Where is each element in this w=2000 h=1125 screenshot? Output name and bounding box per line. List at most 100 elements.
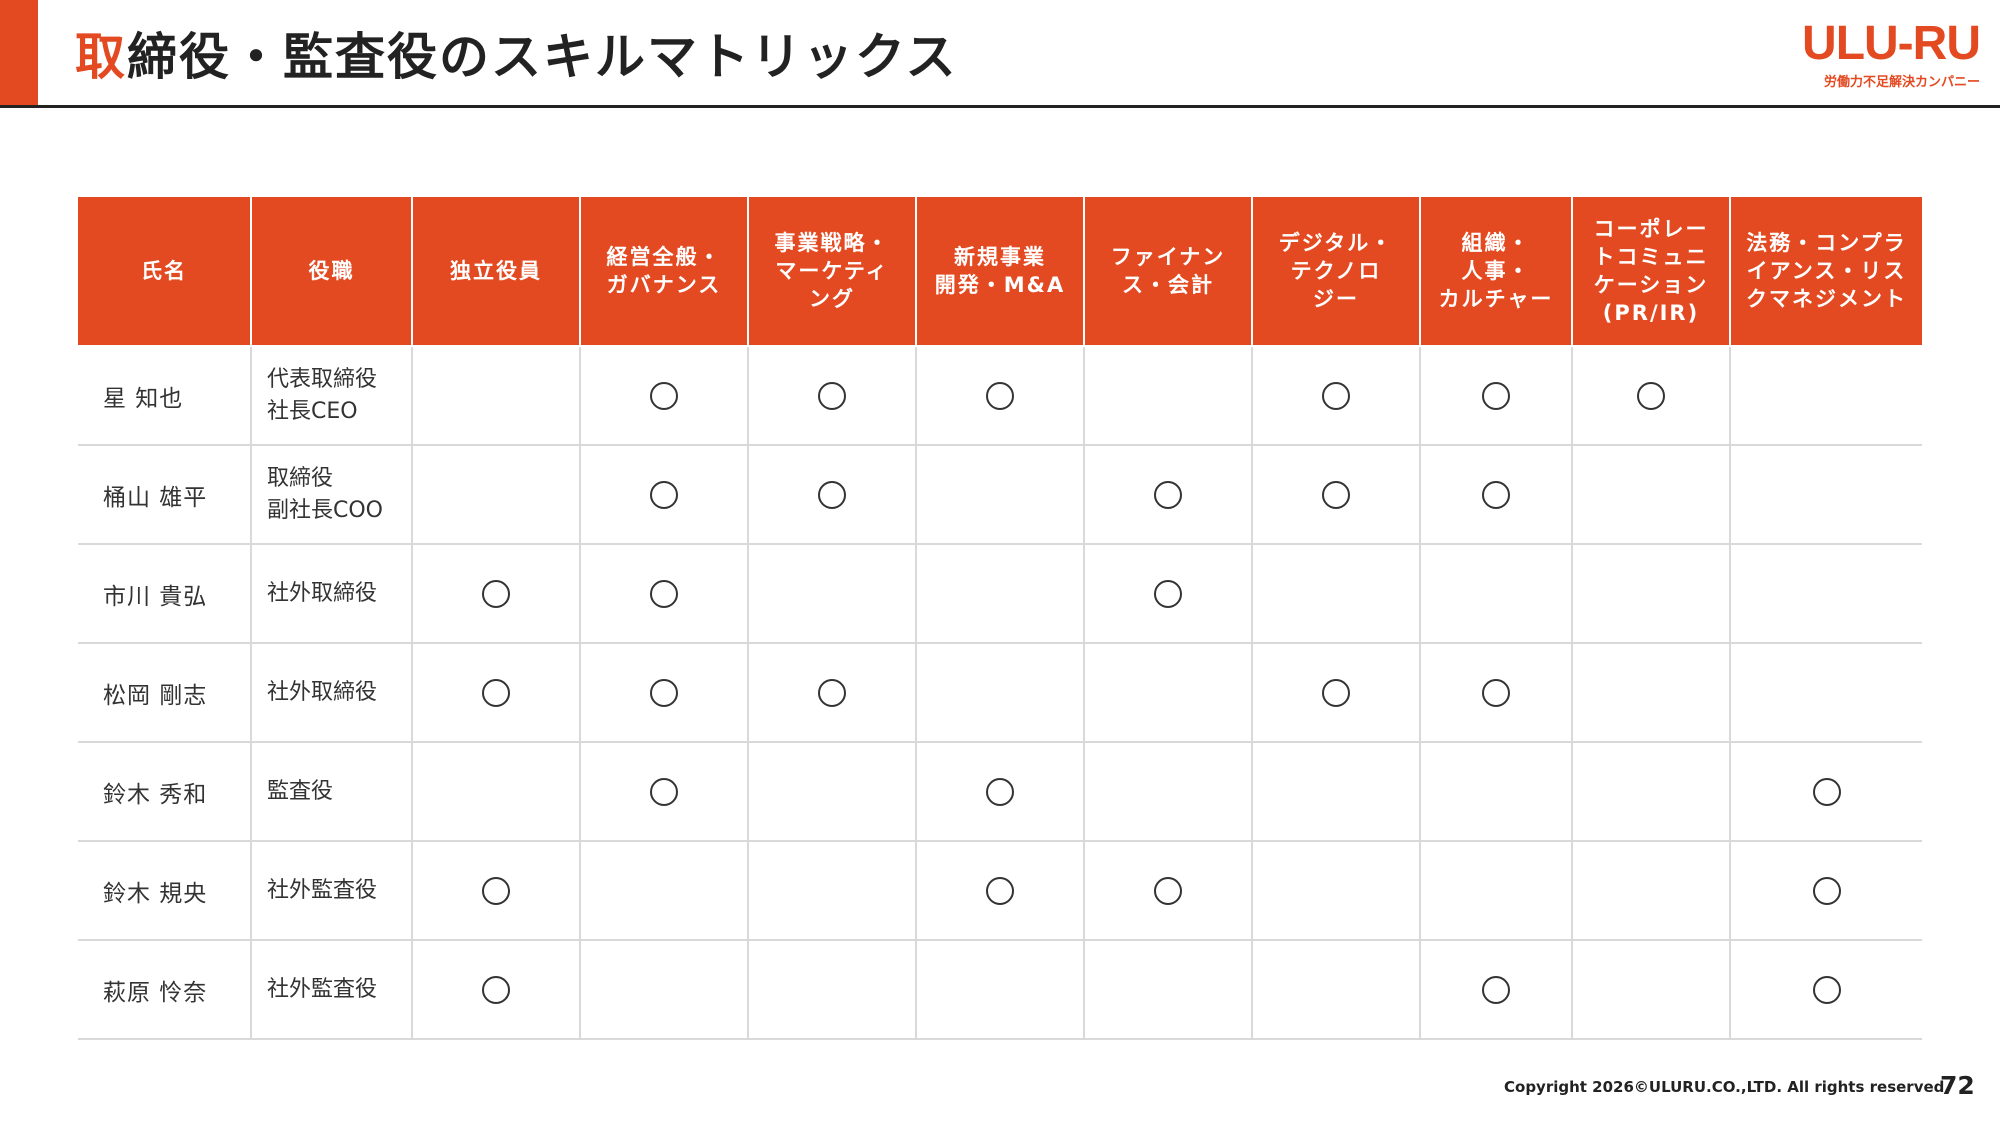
circle-mark-icon bbox=[482, 579, 510, 608]
member-name: 鈴木 秀和 bbox=[78, 742, 251, 842]
skill-cell bbox=[1251, 643, 1420, 743]
member-name: 桶山 雄平 bbox=[78, 445, 251, 545]
skill-cell bbox=[1083, 742, 1252, 842]
skill-cell bbox=[1729, 742, 1922, 842]
skill-cell bbox=[1083, 940, 1252, 1040]
member-name: 市川 貴弘 bbox=[78, 544, 251, 644]
member-name: 鈴木 規央 bbox=[78, 841, 251, 941]
circle-mark-icon bbox=[986, 777, 1014, 806]
skill-cell bbox=[579, 643, 748, 743]
skill-cell bbox=[915, 742, 1084, 842]
skill-cell bbox=[579, 544, 748, 644]
circle-mark-icon bbox=[650, 480, 678, 509]
table-row: 松岡 剛志 社外取締役 bbox=[78, 643, 1922, 743]
skill-cell bbox=[1729, 445, 1922, 545]
skill-cell bbox=[1083, 643, 1252, 743]
skill-cell bbox=[1729, 346, 1922, 446]
member-role: 社外取締役 bbox=[250, 544, 412, 644]
table-row: 萩原 怜奈 社外監査役 bbox=[78, 940, 1922, 1040]
column-header: 組織・ 人事・ カルチャー bbox=[1419, 197, 1573, 347]
skill-cell bbox=[411, 445, 580, 545]
circle-mark-icon bbox=[818, 678, 846, 707]
skill-cell bbox=[1251, 445, 1420, 545]
circle-mark-icon bbox=[482, 876, 510, 905]
skill-cell bbox=[1251, 742, 1420, 842]
page-title: 取締役・監査役のスキルマトリックス bbox=[75, 24, 958, 90]
skill-cell bbox=[747, 742, 916, 842]
member-role: 取締役 副社長COO bbox=[250, 445, 412, 545]
skill-cell bbox=[1251, 544, 1420, 644]
table-header-row: 氏名 役職 独立役員 経営全般・ ガバナンス 事業戦略・ マーケティ ング 新規事業 開発・M&A… bbox=[78, 197, 1922, 347]
circle-mark-icon bbox=[650, 777, 678, 806]
table-body: 星 知也 代表取締役 社長CEO 桶山 雄平 取締役 副社長COO 市川 貴弘 社外取締役 松岡… bbox=[78, 346, 1922, 1040]
circle-mark-icon bbox=[1812, 876, 1841, 905]
circle-mark-icon bbox=[1812, 777, 1841, 806]
skill-cell bbox=[915, 544, 1084, 644]
copyright-notice: Copyright 2026©ULURU.CO.,LTD. All rights… bbox=[1504, 1078, 1951, 1096]
member-role: 社外取締役 bbox=[250, 643, 412, 743]
skill-cell bbox=[1083, 544, 1252, 644]
table-row: 鈴木 秀和 監査役 bbox=[78, 742, 1922, 842]
skill-cell bbox=[1419, 445, 1572, 545]
member-name: 松岡 剛志 bbox=[78, 643, 251, 743]
column-header: 経営全般・ ガバナンス bbox=[579, 197, 749, 347]
circle-mark-icon bbox=[1812, 975, 1841, 1004]
skill-cell bbox=[915, 940, 1084, 1040]
circle-mark-icon bbox=[1154, 876, 1182, 905]
member-role: 代表取締役 社長CEO bbox=[250, 346, 412, 446]
circle-mark-icon bbox=[1322, 480, 1350, 509]
column-header: 役職 bbox=[250, 197, 413, 347]
circle-mark-icon bbox=[482, 678, 510, 707]
skill-cell bbox=[747, 346, 916, 446]
circle-mark-icon bbox=[1154, 480, 1182, 509]
skill-cell bbox=[915, 346, 1084, 446]
skill-cell bbox=[1571, 445, 1730, 545]
skill-cell bbox=[1419, 841, 1572, 941]
skill-cell bbox=[1571, 742, 1730, 842]
skill-cell bbox=[1729, 841, 1922, 941]
skill-cell bbox=[1419, 940, 1572, 1040]
circle-mark-icon bbox=[650, 381, 678, 410]
skill-cell bbox=[1419, 742, 1572, 842]
circle-mark-icon bbox=[818, 480, 846, 509]
skill-cell bbox=[747, 940, 916, 1040]
skill-cell bbox=[747, 544, 916, 644]
title-accent-bar bbox=[0, 0, 38, 107]
circle-mark-icon bbox=[650, 579, 678, 608]
skill-cell bbox=[1419, 346, 1572, 446]
logo-wordmark: ULU-RU bbox=[1802, 17, 1981, 70]
skill-cell bbox=[1251, 940, 1420, 1040]
table-row: 鈴木 規央 社外監査役 bbox=[78, 841, 1922, 941]
table-row: 桶山 雄平 取締役 副社長COO bbox=[78, 445, 1922, 545]
column-header: ファイナン ス・会計 bbox=[1083, 197, 1253, 347]
skill-cell bbox=[1083, 841, 1252, 941]
header-divider bbox=[0, 105, 2000, 108]
column-header: 氏名 bbox=[78, 197, 252, 347]
skill-cell bbox=[1419, 643, 1572, 743]
column-header: コーポレー トコミュニ ケーション (PR/IR) bbox=[1571, 197, 1731, 347]
skill-cell bbox=[1571, 940, 1730, 1040]
member-role: 監査役 bbox=[250, 742, 412, 842]
skill-cell bbox=[1083, 346, 1252, 446]
skill-cell bbox=[1729, 544, 1922, 644]
circle-mark-icon bbox=[1322, 678, 1350, 707]
skill-cell bbox=[1083, 445, 1252, 545]
column-header: 独立役員 bbox=[411, 197, 581, 347]
page-number: 72 bbox=[1940, 1071, 1975, 1100]
circle-mark-icon bbox=[1322, 381, 1350, 410]
column-header: 事業戦略・ マーケティ ング bbox=[747, 197, 917, 347]
skill-cell bbox=[747, 445, 916, 545]
skill-cell bbox=[915, 445, 1084, 545]
circle-mark-icon bbox=[1482, 975, 1510, 1004]
member-role: 社外監査役 bbox=[250, 841, 412, 941]
skill-cell bbox=[411, 940, 580, 1040]
circle-mark-icon bbox=[1637, 381, 1665, 410]
skill-matrix-table: 氏名 役職 独立役員 経営全般・ ガバナンス 事業戦略・ マーケティ ング 新規事業 開発・M&A… bbox=[78, 197, 1922, 1040]
circle-mark-icon bbox=[1482, 381, 1510, 410]
circle-mark-icon bbox=[1154, 579, 1182, 608]
table-row: 星 知也 代表取締役 社長CEO bbox=[78, 346, 1922, 446]
skill-cell bbox=[579, 940, 748, 1040]
circle-mark-icon bbox=[1482, 480, 1510, 509]
skill-cell bbox=[915, 643, 1084, 743]
skill-cell bbox=[1571, 346, 1730, 446]
